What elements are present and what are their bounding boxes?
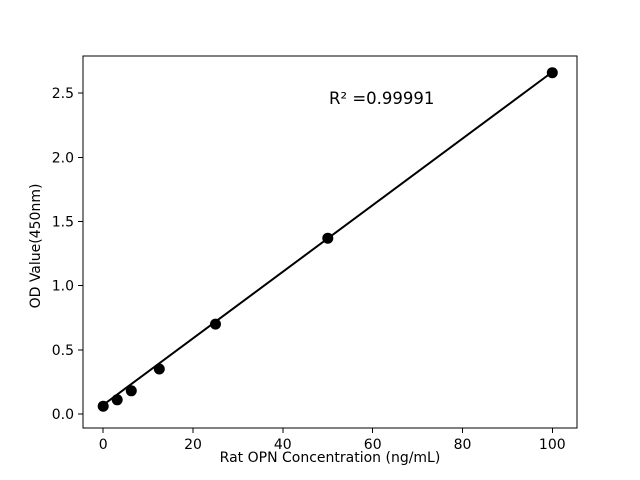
y-tick-label: 1.0 xyxy=(52,279,74,295)
x-tick-label: 40 xyxy=(274,437,292,453)
y-tick-label: 1.5 xyxy=(52,215,74,231)
x-tick-label: 80 xyxy=(454,437,472,453)
x-axis-title: Rat OPN Concentration (ng/mL) xyxy=(219,450,441,466)
data-point xyxy=(97,400,109,412)
data-point xyxy=(153,363,165,375)
data-point xyxy=(210,318,221,330)
y-tick-label: 2.5 xyxy=(52,86,74,102)
y-tick-label: 0.5 xyxy=(52,343,74,359)
y-axis-title: OD Value(450nm) xyxy=(28,183,44,309)
plot-border xyxy=(82,55,578,429)
data-point xyxy=(546,67,558,79)
data-point xyxy=(322,232,334,244)
x-tick-label: 100 xyxy=(539,437,566,453)
y-tick-label: 2.0 xyxy=(52,150,74,166)
data-point xyxy=(125,385,137,397)
y-tick-label: 0.0 xyxy=(52,407,74,423)
x-tick-label: 60 xyxy=(364,437,382,453)
r-squared-annotation: R² =0.99991 xyxy=(329,89,435,108)
x-tick-label: 20 xyxy=(184,437,202,453)
x-tick-label: 0 xyxy=(99,437,108,453)
data-point xyxy=(111,394,123,406)
